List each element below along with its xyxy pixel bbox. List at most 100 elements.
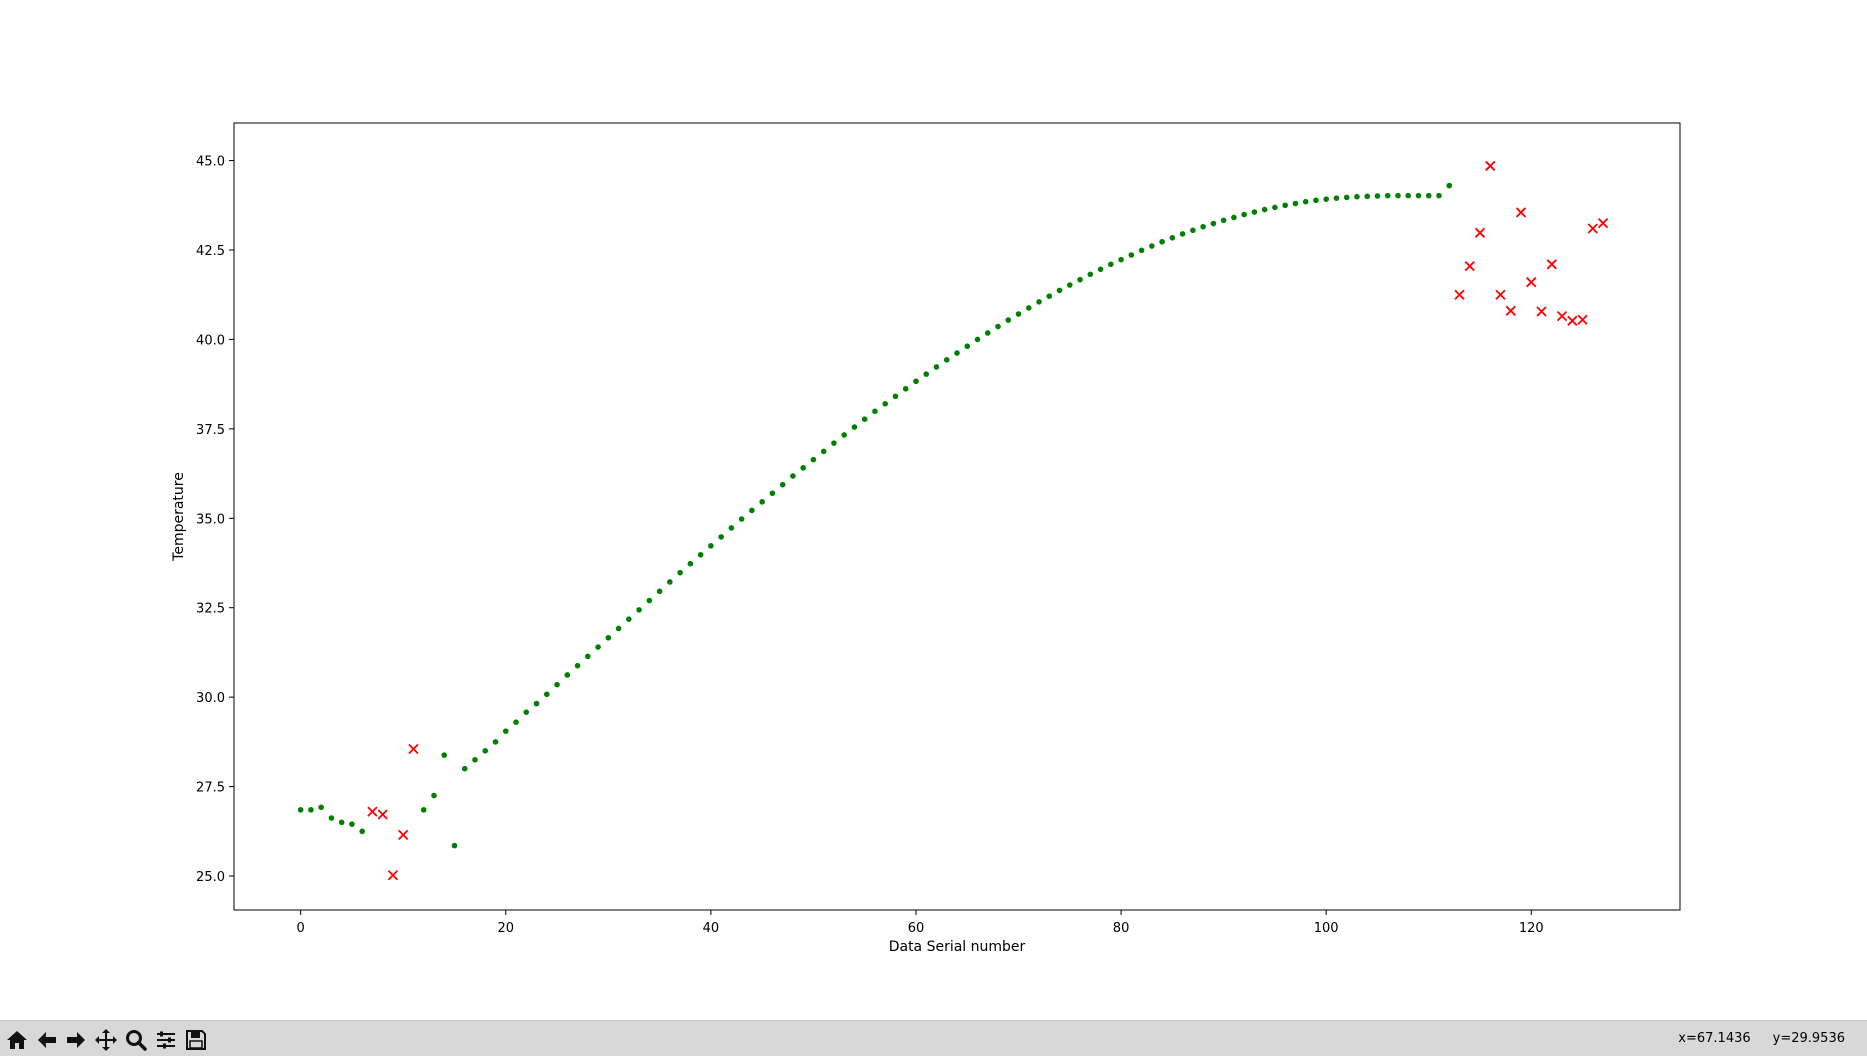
save-button[interactable] bbox=[183, 1027, 209, 1053]
data-point bbox=[708, 543, 714, 549]
data-point bbox=[820, 448, 827, 455]
data-point bbox=[297, 807, 304, 813]
data-point bbox=[718, 534, 724, 540]
data-point bbox=[810, 456, 817, 463]
data-point bbox=[441, 752, 448, 758]
forward-button[interactable] bbox=[63, 1027, 89, 1053]
data-point bbox=[1374, 193, 1381, 199]
plot-frame bbox=[233, 122, 1681, 911]
data-point bbox=[1015, 311, 1022, 317]
data-point bbox=[687, 560, 694, 567]
data-point bbox=[451, 842, 458, 849]
data-point bbox=[1395, 192, 1401, 199]
y-tick-label: 45.0 bbox=[196, 155, 225, 170]
figure-canvas[interactable]: 0 20 40 60 80 100 120 25.0 27.5 30.0 32.5 35.0 37.5 4… bbox=[0, 0, 1867, 1020]
y-axis-label: Temperature bbox=[171, 472, 187, 562]
data-point bbox=[1231, 214, 1237, 221]
back-button[interactable] bbox=[34, 1027, 60, 1053]
outlier-point bbox=[1505, 305, 1516, 316]
pan-button[interactable] bbox=[93, 1027, 119, 1053]
data-point bbox=[1364, 193, 1371, 200]
data-point bbox=[595, 644, 601, 650]
home-button[interactable] bbox=[4, 1027, 30, 1053]
data-point bbox=[1343, 194, 1350, 201]
data-point bbox=[1056, 287, 1063, 294]
data-point bbox=[677, 569, 683, 576]
data-point bbox=[1036, 299, 1042, 305]
outlier-point bbox=[1454, 289, 1465, 300]
configure-subplots-icon bbox=[157, 1031, 175, 1049]
data-point bbox=[1384, 192, 1391, 199]
data-point bbox=[1149, 243, 1155, 249]
outlier-point bbox=[1495, 289, 1506, 300]
outlier-point bbox=[1597, 218, 1609, 229]
x-tick-label: 60 bbox=[908, 921, 925, 936]
data-point bbox=[1292, 200, 1299, 207]
coord-y-readout: y=29.9536 bbox=[1772, 1031, 1845, 1046]
data-point bbox=[1138, 247, 1145, 254]
data-point bbox=[554, 681, 560, 688]
data-point bbox=[1446, 182, 1453, 189]
data-point bbox=[1128, 252, 1135, 258]
data-point bbox=[656, 588, 663, 595]
data-point bbox=[492, 739, 499, 745]
data-point bbox=[615, 625, 622, 632]
x-axis-label: Data Serial number bbox=[889, 939, 1026, 955]
data-point bbox=[749, 507, 755, 514]
data-point bbox=[1108, 261, 1114, 268]
data-point bbox=[769, 490, 776, 497]
configure-subplots-button[interactable] bbox=[153, 1027, 179, 1053]
data-point bbox=[308, 807, 314, 813]
forward-arrow-icon bbox=[67, 1032, 85, 1048]
outlier-point bbox=[1556, 311, 1568, 322]
data-point bbox=[954, 350, 960, 356]
data-point bbox=[1179, 231, 1186, 237]
x-tick-label: 40 bbox=[703, 921, 720, 936]
data-point bbox=[1159, 238, 1165, 245]
outlier-point bbox=[398, 829, 409, 841]
data-point bbox=[472, 756, 478, 763]
data-point bbox=[338, 819, 345, 826]
data-point bbox=[1313, 197, 1319, 204]
scatter-plot[interactable]: 0 20 40 60 80 100 120 25.0 27.5 30.0 32.5 35.0 37.5 4… bbox=[0, 0, 1867, 1020]
data-point bbox=[667, 579, 673, 585]
outlier-point bbox=[1526, 277, 1537, 288]
data-point bbox=[995, 323, 1001, 330]
data-point bbox=[1190, 227, 1196, 234]
data-point bbox=[1323, 196, 1329, 202]
x-tick-label: 20 bbox=[497, 921, 514, 936]
y-tick-label: 30.0 bbox=[196, 691, 225, 706]
data-point bbox=[533, 700, 540, 707]
data-point bbox=[1415, 192, 1422, 199]
data-point bbox=[349, 821, 355, 827]
data-point bbox=[1097, 266, 1104, 273]
data-point bbox=[779, 481, 786, 488]
y-tick-label: 40.0 bbox=[196, 333, 225, 348]
y-tick-label: 27.5 bbox=[196, 781, 225, 796]
zoom-icon bbox=[126, 1030, 147, 1051]
y-tick-label: 35.0 bbox=[196, 512, 225, 527]
x-tick-label: 120 bbox=[1519, 921, 1544, 936]
data-point bbox=[913, 378, 919, 385]
data-point bbox=[697, 551, 704, 558]
home-icon bbox=[7, 1031, 27, 1049]
data-point bbox=[1087, 271, 1094, 278]
data-point bbox=[1436, 192, 1442, 199]
data-point bbox=[1200, 223, 1206, 230]
x-tick-label: 0 bbox=[297, 921, 305, 936]
zoom-button[interactable] bbox=[123, 1027, 149, 1053]
data-point bbox=[626, 616, 632, 622]
data-point bbox=[841, 432, 847, 438]
data-point bbox=[851, 424, 858, 430]
data-point bbox=[502, 728, 509, 734]
data-point bbox=[1210, 220, 1217, 227]
data-point bbox=[1302, 198, 1309, 205]
data-point bbox=[636, 607, 642, 613]
x-tick-label: 80 bbox=[1113, 921, 1130, 936]
outlier-point bbox=[1577, 314, 1588, 325]
outlier-point bbox=[1515, 207, 1527, 218]
data-point bbox=[420, 807, 427, 813]
data-point bbox=[646, 597, 653, 604]
data-point bbox=[1169, 235, 1176, 241]
data-point bbox=[431, 792, 437, 799]
